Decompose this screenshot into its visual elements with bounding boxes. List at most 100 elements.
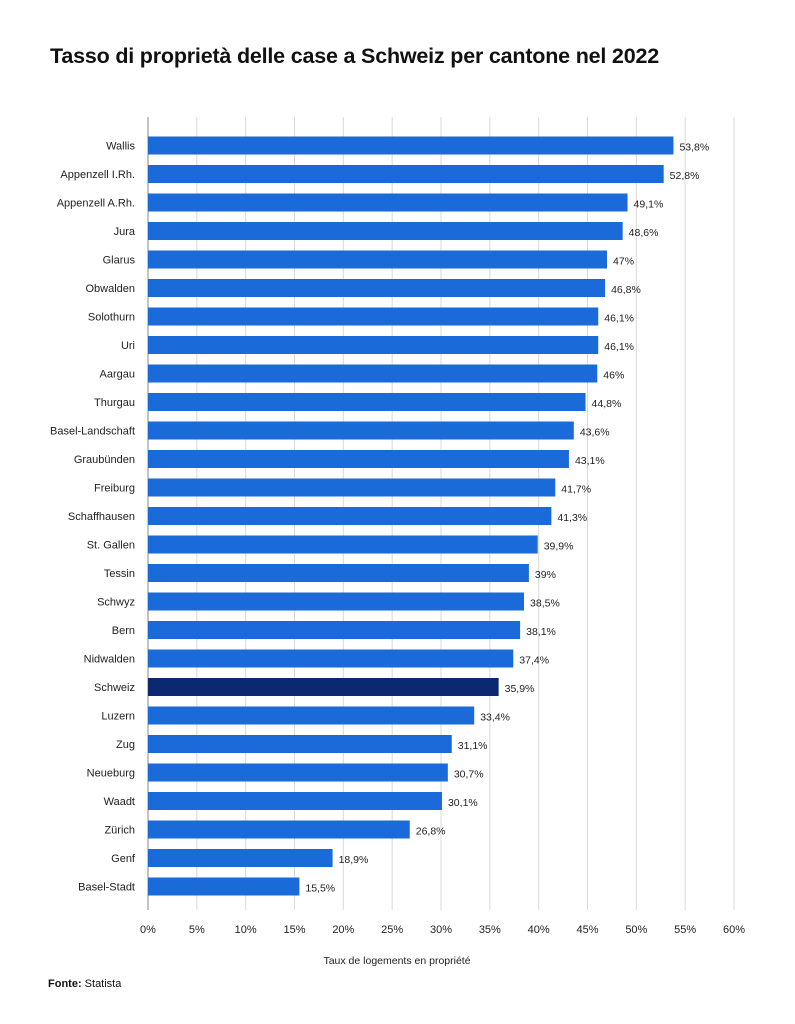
value-labels: 53,8% 52,8% 49,1% 48,6% 47% 46,8% 46,1% 46,1% 46… bbox=[305, 142, 709, 895]
category-label: Luzern bbox=[101, 711, 135, 723]
bar bbox=[148, 678, 499, 696]
value-label: 15,5% bbox=[305, 883, 335, 895]
category-label: Graubünden bbox=[74, 454, 135, 466]
bar bbox=[148, 792, 442, 810]
bar bbox=[148, 820, 410, 839]
value-label: 44,8% bbox=[592, 398, 622, 410]
bar bbox=[148, 193, 628, 212]
bar bbox=[148, 564, 529, 582]
bars bbox=[148, 136, 674, 896]
value-label: 41,3% bbox=[557, 512, 587, 524]
source-label: Fonte: bbox=[48, 978, 82, 990]
category-label: Genf bbox=[111, 853, 136, 865]
category-labels: Wallis Appenzell I.Rh. Appenzell A.Rh. Jura… bbox=[50, 141, 136, 894]
value-label: 47% bbox=[613, 256, 634, 268]
category-label: Basel-Stadt bbox=[78, 882, 135, 894]
x-tick-label: 25% bbox=[381, 924, 403, 936]
x-tick-label: 35% bbox=[479, 924, 501, 936]
category-label: Thurgau bbox=[94, 397, 135, 409]
value-label: 18,9% bbox=[339, 854, 369, 866]
category-label: Uri bbox=[121, 340, 135, 352]
chart-title: Tasso di proprietà delle case a Schweiz … bbox=[50, 44, 659, 68]
x-tick-label: 50% bbox=[625, 924, 647, 936]
bar bbox=[148, 136, 674, 155]
value-label: 33,4% bbox=[480, 712, 510, 724]
bar bbox=[148, 165, 664, 183]
x-tick-label: 40% bbox=[528, 924, 550, 936]
category-label: Schaffhausen bbox=[68, 511, 135, 523]
value-label: 26,8% bbox=[416, 826, 446, 838]
x-tick-label: 5% bbox=[189, 924, 205, 936]
category-label: Schwyz bbox=[97, 597, 135, 609]
bar bbox=[148, 735, 452, 753]
value-label: 30,1% bbox=[448, 797, 478, 809]
bar bbox=[148, 450, 569, 468]
category-label: Glarus bbox=[103, 255, 136, 267]
bar bbox=[148, 507, 552, 525]
category-label: St. Gallen bbox=[87, 540, 135, 552]
x-tick-label: 45% bbox=[576, 924, 598, 936]
value-label: 46,1% bbox=[604, 341, 634, 353]
bar bbox=[148, 222, 623, 240]
category-label: Aargau bbox=[100, 369, 135, 381]
bar bbox=[148, 649, 514, 668]
value-label: 46,1% bbox=[604, 313, 634, 325]
bar bbox=[148, 763, 448, 782]
category-label: Freiburg bbox=[94, 483, 135, 495]
bar bbox=[148, 421, 574, 440]
x-tick-label: 15% bbox=[283, 924, 305, 936]
source-note: Fonte: Statista bbox=[48, 978, 121, 990]
category-label: Neueburg bbox=[87, 768, 135, 780]
category-label: Tessin bbox=[104, 568, 135, 580]
category-label: Waadt bbox=[104, 796, 135, 808]
value-label: 52,8% bbox=[670, 170, 700, 182]
bar bbox=[148, 393, 586, 411]
value-label: 43,6% bbox=[580, 427, 610, 439]
value-label: 37,4% bbox=[519, 655, 549, 667]
value-label: 39% bbox=[535, 569, 556, 581]
bar bbox=[148, 849, 333, 867]
value-label: 38,5% bbox=[530, 598, 560, 610]
bar bbox=[148, 336, 599, 354]
bar bbox=[148, 535, 538, 554]
bar bbox=[148, 706, 475, 725]
category-label: Obwalden bbox=[85, 283, 135, 295]
value-label: 39,9% bbox=[544, 541, 574, 553]
x-tick-label: 10% bbox=[235, 924, 257, 936]
x-tick-label: 60% bbox=[723, 924, 745, 936]
value-label: 46% bbox=[603, 370, 624, 382]
bar bbox=[148, 307, 599, 326]
category-label: Bern bbox=[112, 625, 135, 637]
bar bbox=[148, 279, 606, 297]
category-label: Basel-Landschaft bbox=[50, 426, 135, 438]
x-tick-label: 30% bbox=[430, 924, 452, 936]
bar bbox=[148, 877, 300, 896]
value-label: 43,1% bbox=[575, 455, 605, 467]
category-label: Zürich bbox=[104, 825, 135, 837]
value-label: 46,8% bbox=[611, 284, 641, 296]
value-label: 48,6% bbox=[629, 227, 659, 239]
category-label: Jura bbox=[114, 226, 136, 238]
category-label: Schweiz bbox=[94, 682, 135, 694]
bar bbox=[148, 478, 556, 497]
bar bbox=[148, 250, 608, 269]
value-label: 30,7% bbox=[454, 769, 484, 781]
category-label: Wallis bbox=[106, 141, 135, 153]
x-tick-label: 55% bbox=[674, 924, 696, 936]
x-tick-label: 0% bbox=[140, 924, 156, 936]
x-tick-label: 20% bbox=[332, 924, 354, 936]
x-axis-label: Taux de logements en propriété bbox=[323, 955, 470, 967]
value-label: 41,7% bbox=[561, 484, 591, 496]
category-label: Appenzell A.Rh. bbox=[57, 198, 135, 210]
category-label: Solothurn bbox=[88, 312, 135, 324]
value-label: 35,9% bbox=[505, 683, 535, 695]
value-label: 31,1% bbox=[458, 740, 488, 752]
category-label: Nidwalden bbox=[84, 654, 135, 666]
value-label: 49,1% bbox=[634, 199, 664, 211]
value-label: 53,8% bbox=[679, 142, 709, 154]
bar bbox=[148, 364, 598, 383]
bar bbox=[148, 621, 521, 639]
x-tick-labels: 0% 5% 10% 15% 20% 25% 30% 35% 40% 45% 50% 55% 60% bbox=[140, 924, 745, 936]
source-value: Statista bbox=[84, 978, 122, 990]
